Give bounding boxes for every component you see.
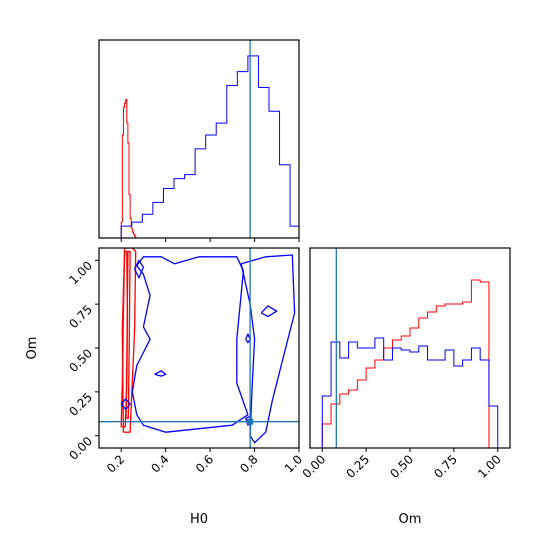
- h0-om-contour-panel: 0.2 0.4 0.6 0.8 1.00.000.250.500.751.00 H0 O…: [25, 247, 305, 527]
- om-xtick-label-0: 0.00: [300, 452, 329, 481]
- om-xtick-label-3: 0.75: [431, 452, 460, 481]
- contour-line-8: [260, 305, 278, 318]
- y-axis-label-om: Om: [25, 337, 40, 360]
- h0-marginal-panel: [98, 39, 300, 242]
- h0-marginal-frame: [98, 39, 300, 239]
- contour-line-6: [240, 254, 296, 444]
- om-xtick-label-1: 0.25: [343, 452, 372, 481]
- om-histogram-series-0: [321, 279, 498, 449]
- h0-histogram-series-1: [120, 55, 300, 238]
- contour-line-1: [125, 250, 131, 419]
- om-ytick-label-2: 0.50: [66, 346, 95, 375]
- h0-histogram-series-0: [120, 98, 137, 239]
- h0-xtick-label-3: 0.8: [237, 452, 260, 475]
- x-axis-label-om: Om: [399, 512, 422, 527]
- om-marginal-panel: 0.00 0.25 0.50 0.75 1.00 Om: [300, 247, 511, 527]
- om-ytick-label-3: 0.75: [66, 302, 95, 331]
- truth-point-marker: [247, 418, 254, 425]
- contour-line-2: [121, 248, 137, 433]
- h0-xtick-label-2: 0.6: [193, 452, 216, 475]
- h0-xtick-label-0: 0.2: [104, 452, 127, 475]
- om-ytick-label-0: 0.00: [66, 434, 95, 463]
- contour-line-9: [245, 333, 251, 344]
- om-ytick-label-1: 0.25: [66, 390, 95, 419]
- om-ytick-label-4: 1.00: [66, 259, 95, 288]
- contour-line-10: [154, 370, 167, 377]
- x-axis-label-h0: H0: [190, 512, 208, 527]
- contour-line-3: [120, 398, 131, 411]
- om-xtick-label-2: 0.50: [387, 452, 416, 481]
- om-xtick-label-4: 1.00: [475, 452, 504, 481]
- contour-line-4: [134, 259, 145, 279]
- contour-line-5: [131, 256, 249, 433]
- h0-xtick-label-1: 0.4: [148, 452, 171, 475]
- om-histogram-series-1: [321, 337, 499, 448]
